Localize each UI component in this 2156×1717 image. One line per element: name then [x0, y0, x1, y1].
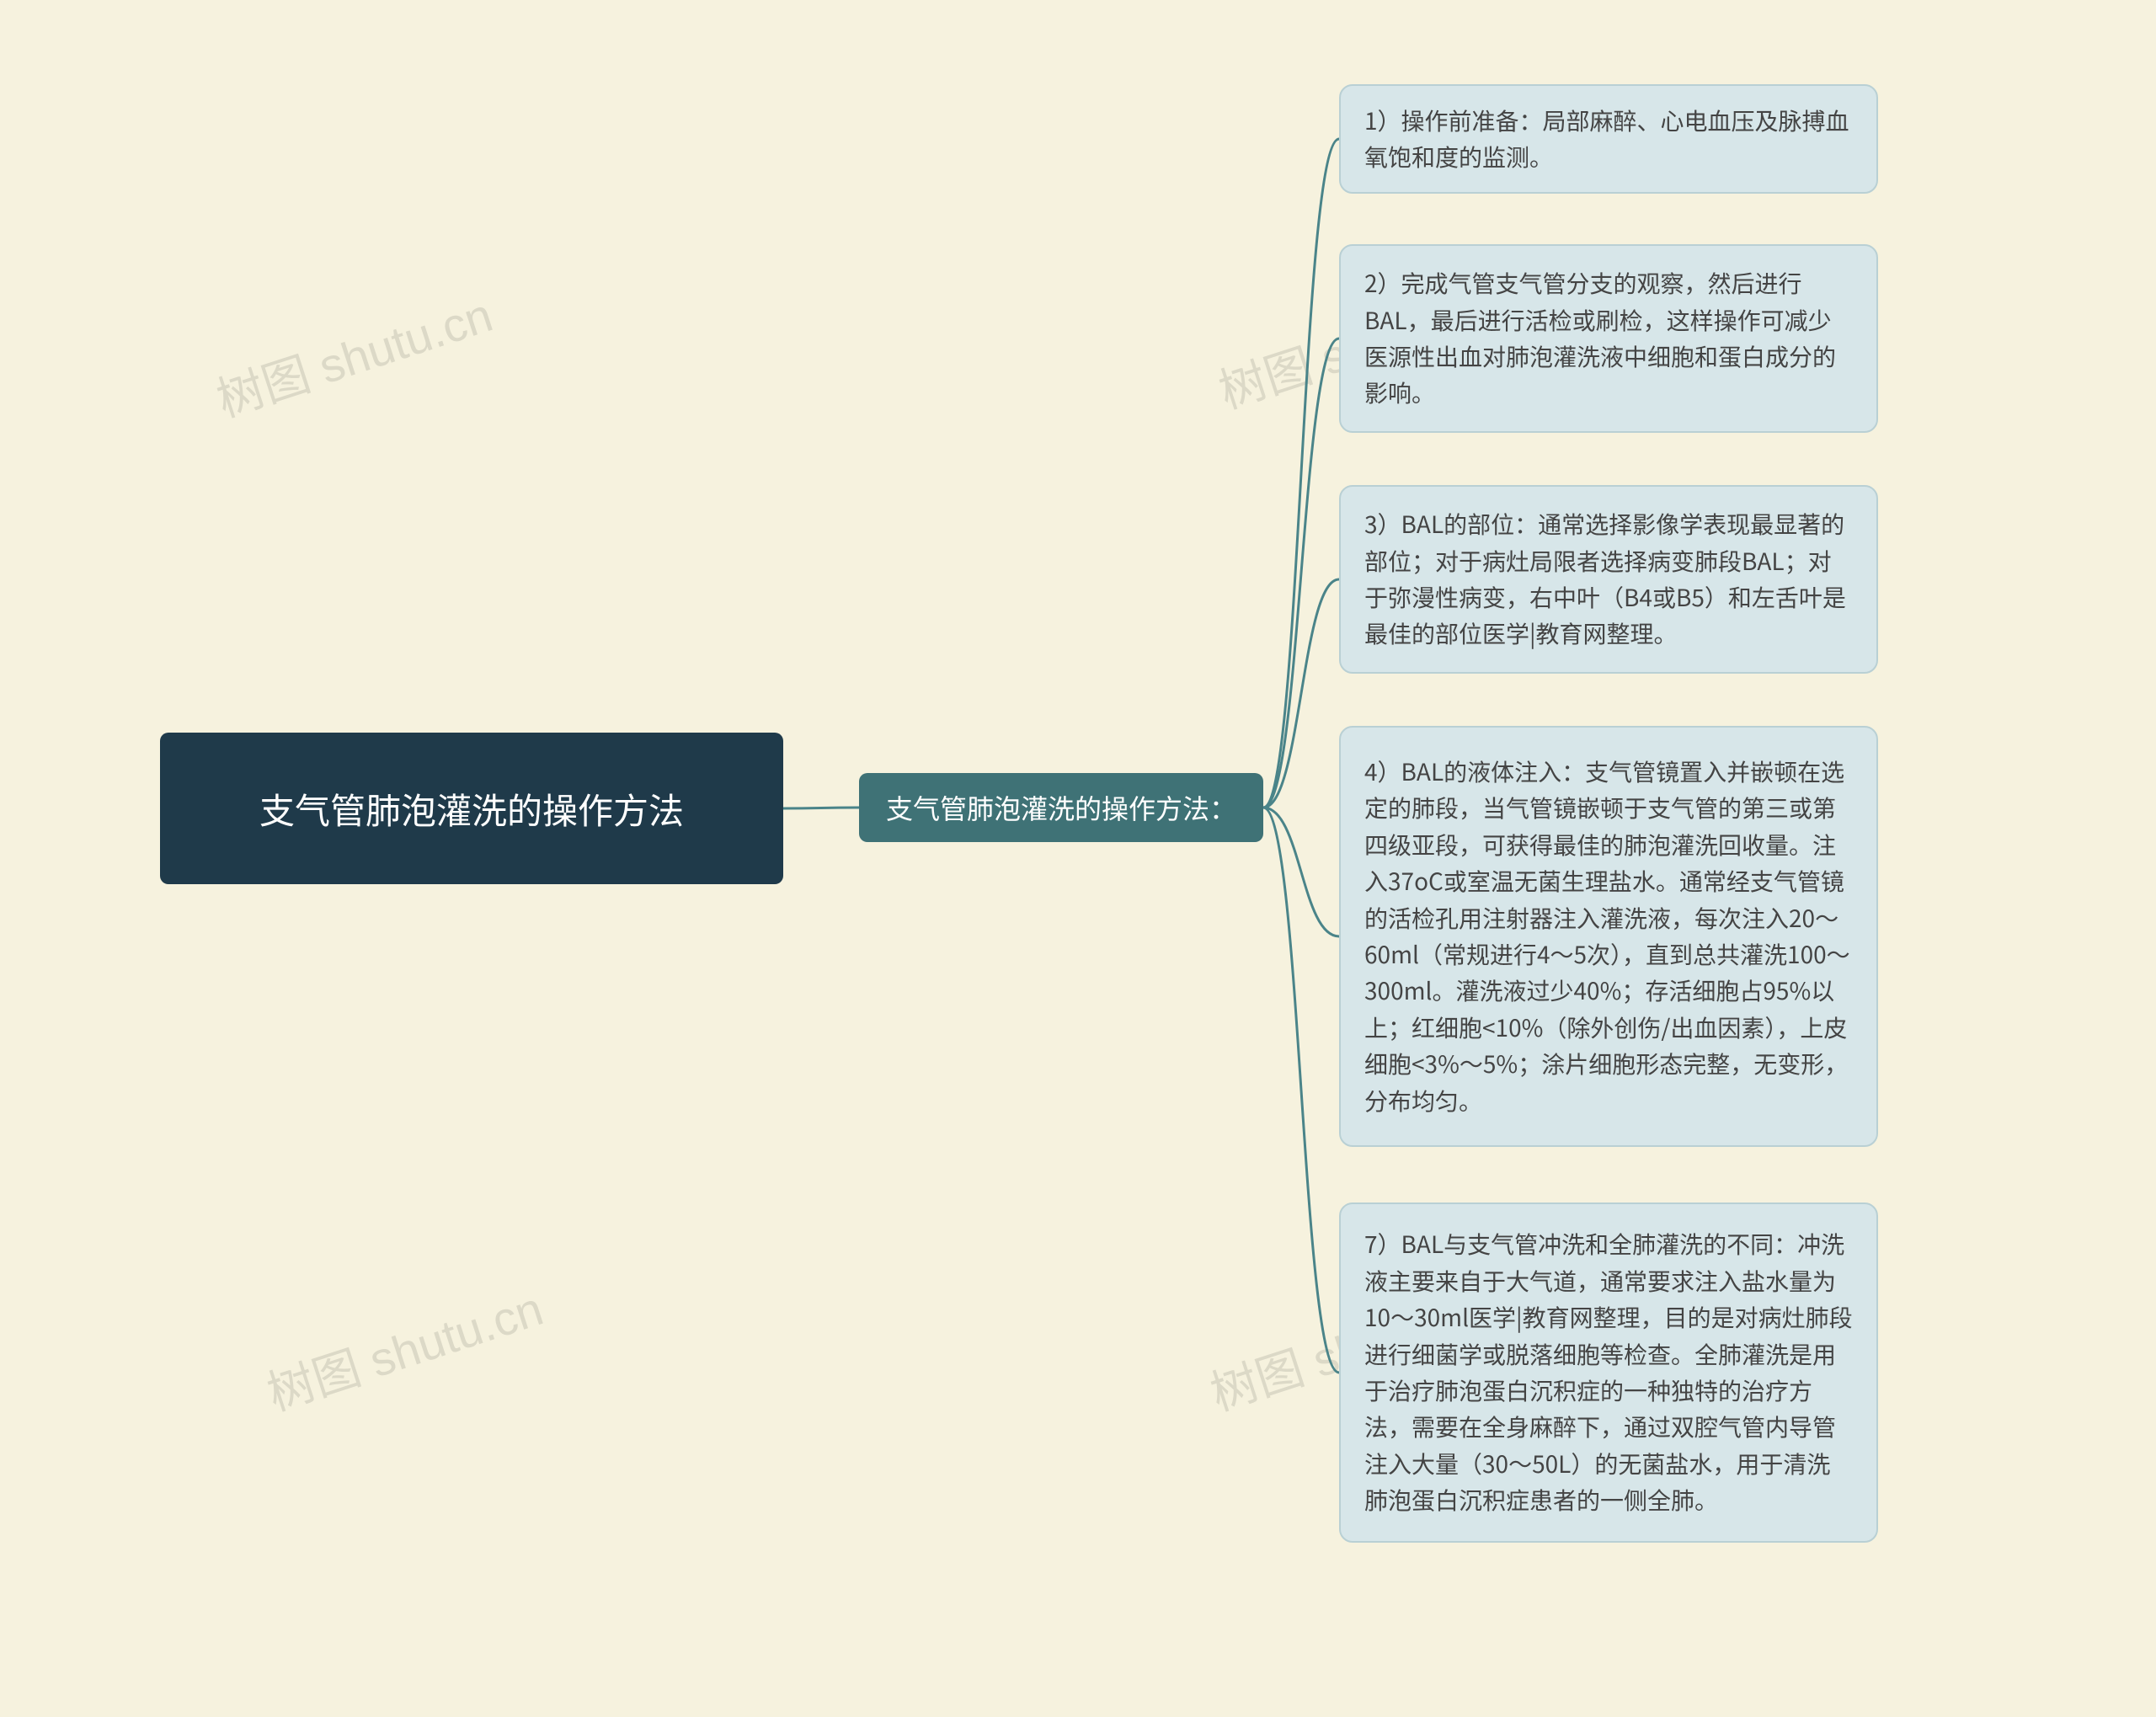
- mindmap-branch: 支气管肺泡灌洗的操作方法：: [859, 773, 1263, 842]
- mindmap-leaf: 3）BAL的部位：通常选择影像学表现最显著的部位；对于病灶局限者选择病变肺段BA…: [1339, 485, 1878, 674]
- leaf-text: 3）BAL的部位：通常选择影像学表现最显著的部位；对于病灶局限者选择病变肺段BA…: [1364, 506, 1853, 653]
- leaf-text: 2）完成气管支气管分支的观察，然后进行BAL，最后进行活检或刷检，这样操作可减少…: [1364, 265, 1853, 412]
- mindmap-leaf: 2）完成气管支气管分支的观察，然后进行BAL，最后进行活检或刷检，这样操作可减少…: [1339, 244, 1878, 433]
- leaf-text: 7）BAL与支气管冲洗和全肺灌洗的不同：冲洗液主要来自于大气道，通常要求注入盐水…: [1364, 1226, 1853, 1518]
- leaf-text: 4）BAL的液体注入：支气管镜置入并嵌顿在选定的肺段，当气管镜嵌顿于支气管的第三…: [1364, 754, 1853, 1119]
- mindmap-leaf: 4）BAL的液体注入：支气管镜置入并嵌顿在选定的肺段，当气管镜嵌顿于支气管的第三…: [1339, 726, 1878, 1147]
- mindmap-leaf: 7）BAL与支气管冲洗和全肺灌洗的不同：冲洗液主要来自于大气道，通常要求注入盐水…: [1339, 1202, 1878, 1543]
- leaf-text: 1）操作前准备：局部麻醉、心电血压及脉搏血氧饱和度的监测。: [1364, 103, 1853, 176]
- watermark: 树图 shutu.cn: [207, 278, 500, 431]
- mindmap-root: 支气管肺泡灌洗的操作方法: [160, 733, 783, 884]
- watermark: 树图 shutu.cn: [258, 1272, 551, 1425]
- root-label: 支气管肺泡灌洗的操作方法: [259, 782, 684, 835]
- branch-label: 支气管肺泡灌洗的操作方法：: [886, 788, 1236, 827]
- mindmap-leaf: 1）操作前准备：局部麻醉、心电血压及脉搏血氧饱和度的监测。: [1339, 84, 1878, 194]
